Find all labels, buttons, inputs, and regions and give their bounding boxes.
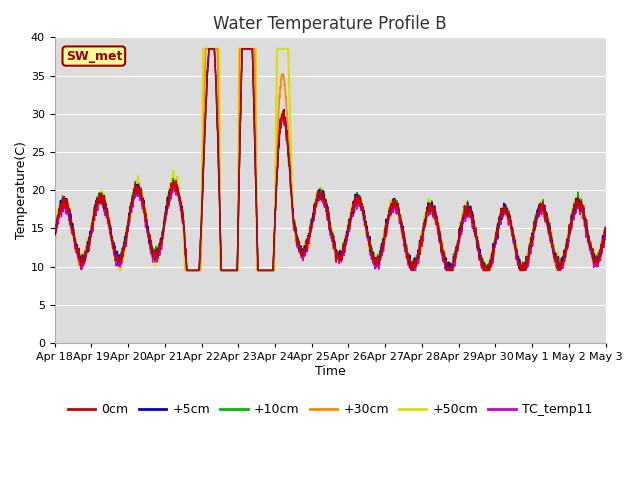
Title: Water Temperature Profile B: Water Temperature Profile B <box>213 15 447 33</box>
X-axis label: Time: Time <box>315 365 346 378</box>
Y-axis label: Temperature(C): Temperature(C) <box>15 141 28 239</box>
Text: SW_met: SW_met <box>66 49 122 62</box>
Legend: 0cm, +5cm, +10cm, +30cm, +50cm, TC_temp11: 0cm, +5cm, +10cm, +30cm, +50cm, TC_temp1… <box>63 398 598 421</box>
